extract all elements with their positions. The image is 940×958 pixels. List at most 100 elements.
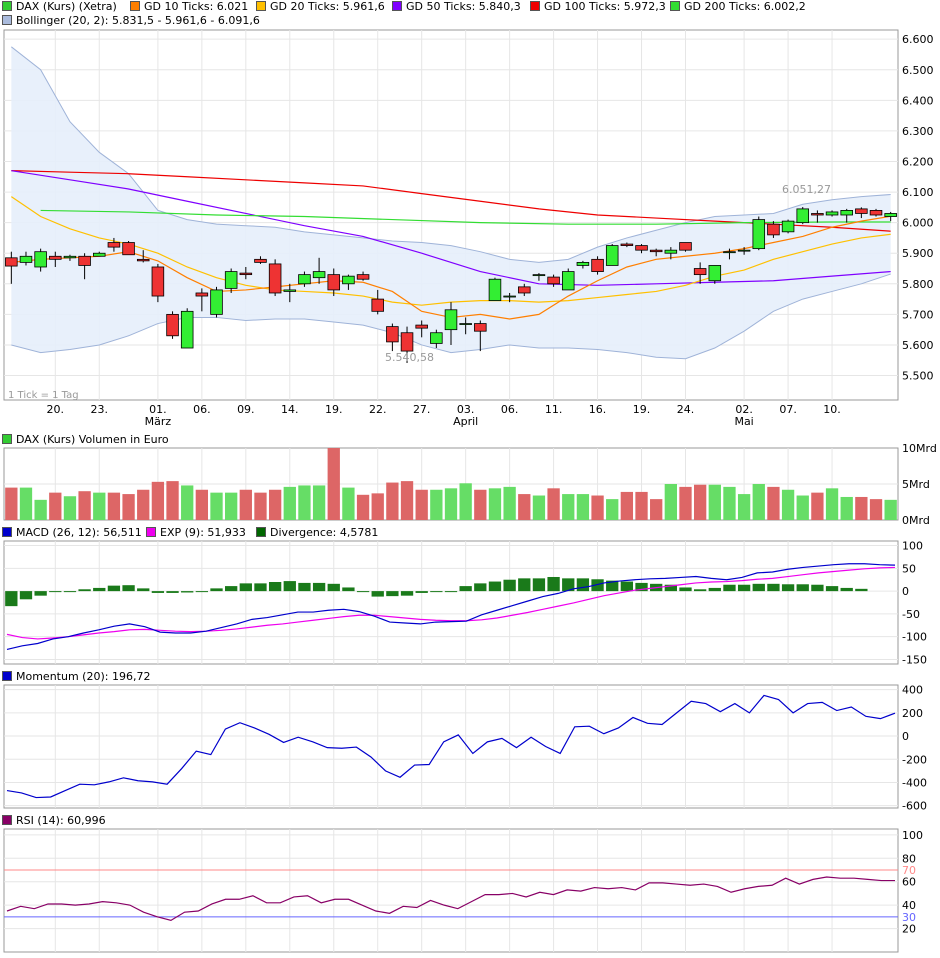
legend-label: GD 100 Ticks: 5.972,3 (544, 0, 666, 13)
price-y-tick: 6.500 (902, 64, 934, 77)
divergence-bar (254, 583, 267, 592)
momentum-y-tick: -200 (902, 753, 927, 766)
divergence-bar (34, 591, 47, 596)
legend-swatch (2, 527, 12, 537)
candle (63, 255, 77, 259)
divergence-bar (5, 591, 18, 607)
legend-swatch (392, 1, 402, 11)
legend-label: DAX (Kurs) Volumen in Euro (16, 433, 169, 446)
divergence-bar (93, 587, 106, 592)
candle (679, 242, 692, 251)
macd-y-tick: -50 (902, 608, 920, 621)
divergence-bar (49, 591, 62, 593)
candle (298, 274, 311, 285)
legend-label: EXP (9): 51,933 (160, 526, 246, 539)
legend-swatch (2, 671, 12, 681)
candle (664, 249, 678, 254)
legend-momentum: Momentum (20): 196,72 (2, 670, 150, 683)
candle (327, 274, 341, 291)
legend-volume: DAX (Kurs) Volumen in Euro (2, 433, 169, 446)
candle (19, 255, 33, 263)
bollinger-lower-line (11, 273, 891, 360)
volume-bar (488, 488, 502, 520)
divergence-bar (781, 584, 795, 592)
volume-bar (518, 494, 531, 520)
candle (93, 252, 106, 257)
legend-label: MACD (26, 12): 56,511 (16, 526, 142, 539)
x-date-label: 06. (501, 403, 519, 416)
candle (825, 211, 839, 216)
candle (547, 276, 560, 285)
volume-bar (459, 483, 472, 520)
legend-swatch (130, 1, 140, 11)
rsi-line (6, 876, 895, 922)
macd-y-tick: -100 (902, 631, 927, 644)
volume-bar (137, 489, 150, 520)
candle (723, 251, 736, 254)
divergence-bar (195, 591, 209, 593)
volume-bar (620, 491, 634, 520)
price-y-tick: 5.800 (902, 278, 934, 291)
volume-bar (19, 487, 33, 520)
candle (708, 265, 722, 282)
momentum-line (6, 694, 896, 799)
divergence-bar (840, 587, 853, 592)
volume-bar (737, 494, 751, 520)
divergence-bar (518, 578, 531, 592)
volume-bar (415, 489, 428, 520)
candle (620, 243, 634, 246)
candle (737, 249, 751, 252)
candle (840, 210, 853, 216)
candle (5, 257, 18, 267)
bollinger-upper-line (11, 46, 891, 263)
volume-bar (122, 494, 135, 520)
candle (796, 208, 810, 224)
volume-y-tick: 0Mrd (902, 514, 930, 527)
legend-swatch (2, 815, 12, 825)
x-month-label: April (453, 415, 478, 428)
divergence-bar (488, 581, 502, 592)
legend-label: GD 200 Ticks: 6.002,2 (684, 0, 806, 13)
legend-price-0: DAX (Kurs) (Xetra) (2, 0, 117, 13)
divergence-bar (137, 588, 150, 592)
candle (503, 295, 516, 298)
candle (576, 261, 590, 266)
macd-y-tick: 100 (902, 540, 923, 553)
legend-label: GD 10 Ticks: 6.021 (144, 0, 249, 13)
divergence-bar (356, 591, 370, 593)
volume-bar (811, 492, 824, 520)
divergence-bar (181, 591, 194, 593)
x-date-label: 22. (369, 403, 387, 416)
legend-label: Momentum (20): 196,72 (16, 670, 151, 683)
volume-bar (312, 485, 326, 520)
legend-price-2: GD 20 Ticks: 5.961,6 (256, 0, 385, 13)
volume-bar (723, 486, 736, 520)
divergence-bar (166, 591, 179, 593)
volume-bar (708, 484, 721, 520)
divergence-bar (532, 578, 546, 592)
volume-bar (34, 499, 47, 520)
price-y-tick: 5.600 (902, 339, 934, 352)
volume-bar (855, 496, 868, 520)
rsi-ref-label: 70 (902, 864, 916, 877)
candle (283, 289, 297, 292)
legend-label: DAX (Kurs) (Xetra) (16, 0, 117, 13)
x-date-label: 11. (545, 403, 563, 416)
tick-note: 1 Tick = 1 Tag (8, 390, 79, 401)
divergence-bar (386, 591, 399, 597)
price-y-tick: 6.000 (902, 217, 934, 230)
volume-bar (268, 489, 282, 520)
momentum-y-tick: 400 (902, 684, 923, 697)
divergence-bar (576, 578, 590, 592)
divergence-bar (225, 586, 238, 592)
legend-divergence: Divergence: 4,5781 (256, 526, 378, 539)
price-y-tick: 6.300 (902, 125, 934, 138)
price-y-tick: 5.700 (902, 308, 934, 321)
divergence-bar (693, 589, 707, 592)
divergence-bar (459, 586, 472, 592)
divergence-bar (268, 582, 282, 592)
x-date-label: 19. (633, 403, 651, 416)
candle (591, 258, 604, 272)
candle (869, 210, 883, 216)
legend-price-4: GD 100 Ticks: 5.972,3 (530, 0, 666, 13)
